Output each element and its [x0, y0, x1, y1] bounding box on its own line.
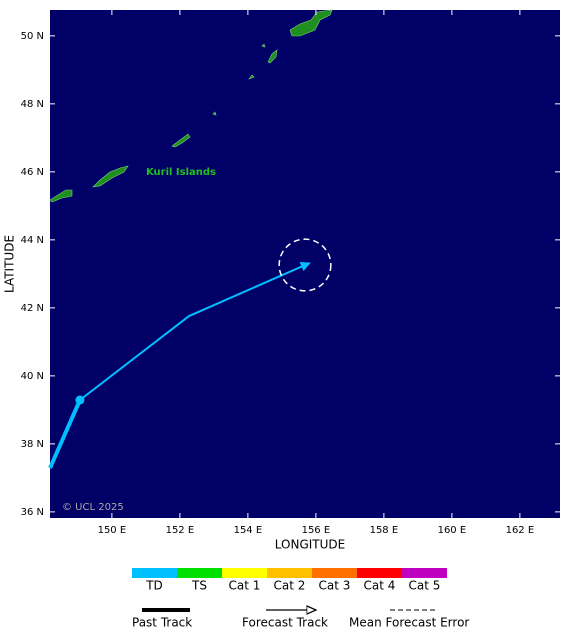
- y-axis-label: LATITUDE: [3, 235, 17, 293]
- x-tick-label: 158 E: [370, 525, 399, 536]
- intensity-label: TS: [191, 579, 207, 593]
- intensity-swatch: [312, 568, 357, 578]
- intensity-swatch: [222, 568, 267, 578]
- y-tick-label: 36 N: [21, 507, 44, 518]
- x-tick-label: 156 E: [302, 525, 331, 536]
- y-tick-label: 44 N: [21, 235, 44, 246]
- intensity-swatch: [132, 568, 177, 578]
- intensity-label: Cat 1: [229, 579, 261, 593]
- intensity-label: TD: [145, 579, 163, 593]
- intensity-label: Cat 4: [364, 579, 396, 593]
- intensity-label: Cat 2: [274, 579, 306, 593]
- x-tick-label: 162 E: [506, 525, 535, 536]
- land: [49, 9, 333, 203]
- intensity-label: Cat 3: [319, 579, 351, 593]
- legend-label: Past Track: [132, 616, 192, 630]
- intensity-swatch: [177, 568, 222, 578]
- legend-label: Forecast Track: [242, 616, 328, 630]
- legend-label: Mean Forecast Error: [349, 616, 469, 630]
- intensity-swatch: [402, 568, 447, 578]
- intensity-swatch: [357, 568, 402, 578]
- y-tick-label: 42 N: [21, 303, 44, 314]
- y-tick-label: 46 N: [21, 167, 44, 178]
- legend: Past Track Forecast Track Mean Forecast …: [132, 610, 469, 630]
- forecast-error-circle: [278, 238, 332, 292]
- past-track: [48, 399, 82, 469]
- x-tick-label: 154 E: [234, 525, 263, 536]
- current-position: [75, 395, 85, 405]
- credit: © UCL 2025: [62, 502, 124, 513]
- forecast-track: [79, 262, 311, 401]
- intensity-label: Cat 5: [409, 579, 441, 593]
- y-tick-label: 50 N: [21, 31, 44, 42]
- annotation: Kuril Islands: [146, 167, 216, 178]
- x-axis-label: LONGITUDE: [275, 538, 345, 552]
- y-tick-label: 48 N: [21, 99, 44, 110]
- x-tick-label: 160 E: [438, 525, 467, 536]
- y-tick-label: 40 N: [21, 371, 44, 382]
- intensity-swatch: [267, 568, 312, 578]
- x-tick-label: 152 E: [166, 525, 195, 536]
- x-tick-label: 150 E: [98, 525, 127, 536]
- y-tick-label: 38 N: [21, 439, 44, 450]
